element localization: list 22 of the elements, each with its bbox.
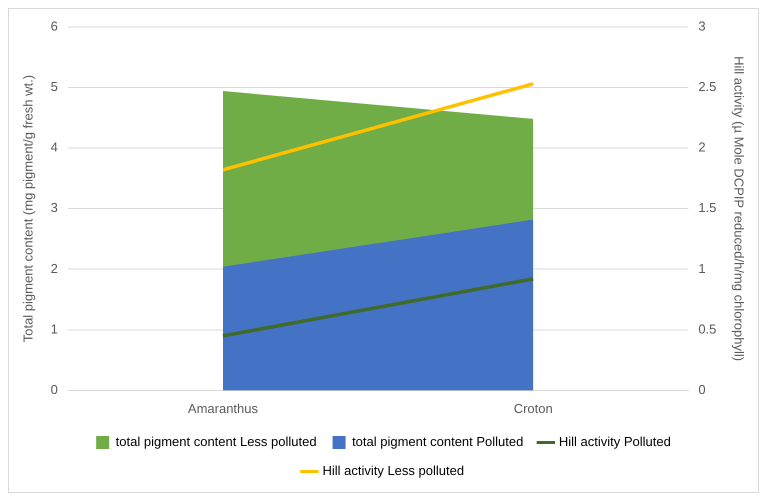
- y-tick-label: 4: [50, 140, 58, 155]
- y-tick-label: 2: [50, 260, 58, 276]
- y2-tick-label: 0.5: [698, 321, 716, 336]
- x-tick-label: Croton: [514, 400, 553, 416]
- legend-label: Hill activity Polluted: [558, 434, 671, 450]
- y-tick-label: 1: [50, 321, 58, 336]
- y-tick-label: 3: [50, 200, 58, 216]
- x-tick-label: Amaranthus: [188, 400, 258, 416]
- y-tick-label: 5: [50, 78, 58, 94]
- y2-tick-label: 0: [698, 382, 706, 397]
- y2-tick-label: 2.5: [698, 78, 716, 94]
- legend-label: total pigment content Less polluted: [116, 434, 317, 450]
- legend-label: total pigment content Polluted: [352, 434, 524, 450]
- y2-tick-label: 2: [698, 140, 706, 155]
- y-axis-title: Total pigment content (mg pigment/g fresh wt.): [20, 74, 36, 342]
- y-tick-label: 0: [50, 382, 58, 397]
- y2-tick-label: 1.5: [698, 200, 716, 216]
- y2-axis-title: Hill activity (µ Mole DCPIP reduced/h/mg chlorophyll): [732, 56, 747, 362]
- y2-tick-label: 3: [698, 18, 706, 34]
- y2-tick-label: 1: [698, 260, 706, 276]
- legend-label: Hill activity Less polluted: [322, 463, 464, 478]
- y-tick-label: 6: [50, 18, 58, 34]
